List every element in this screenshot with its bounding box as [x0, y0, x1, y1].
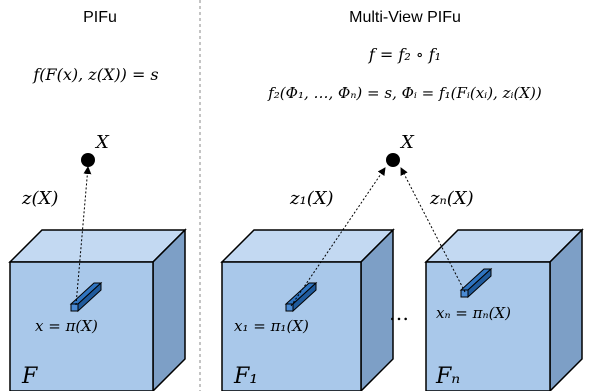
pifu-point-label: X: [94, 132, 110, 153]
multiview-formula-aggregation: f₂(Φ₁, …, Φₙ) = s, Φᵢ = f₁(Fᵢ(xᵢ), zᵢ(X)…: [267, 84, 542, 102]
pifu-pixel-label: x = π(X): [35, 317, 98, 335]
viewn-ray-label: zₙ(X): [429, 188, 474, 209]
pifu-point-x: [81, 153, 95, 167]
viewn-pixel-label: xₙ = πₙ(X): [436, 304, 511, 322]
pifu-ray-arrow: [75, 166, 92, 306]
pifu-ray-label: z(X): [21, 188, 58, 209]
view1-feature-label: F₁: [233, 364, 258, 389]
view1-ray-label: z₁(X): [289, 188, 334, 209]
multiview-pifu-title: Multi-View PIFu: [349, 9, 461, 26]
multiview-formula-composition: f = f₂ ∘ f₁: [368, 45, 441, 64]
view1-pixel-bar: [284, 281, 318, 313]
pifu-title: PIFu: [83, 9, 117, 26]
cube-front-face: [221, 261, 362, 391]
cube-front-face: [425, 261, 551, 391]
view1-cube: [220, 228, 395, 391]
pifu-formula: f(F(x), z(X)) = s: [32, 65, 158, 84]
multiview-point-x: [386, 153, 400, 167]
view1-pixel-label: x₁ = π₁(X): [234, 317, 309, 335]
viewn-cube: [424, 228, 584, 391]
pifu-feature-label: F: [21, 364, 38, 389]
pifu-cube: [8, 228, 187, 391]
cube-front-face: [9, 261, 154, 391]
viewn-feature-label: Fₙ: [435, 364, 460, 389]
pifu-pixel-bar: [69, 281, 103, 313]
ellipsis: …: [389, 301, 409, 325]
viewn-ray-arrow: [400, 167, 466, 293]
multiview-point-label: X: [399, 132, 415, 153]
viewn-pixel-bar: [459, 267, 493, 299]
